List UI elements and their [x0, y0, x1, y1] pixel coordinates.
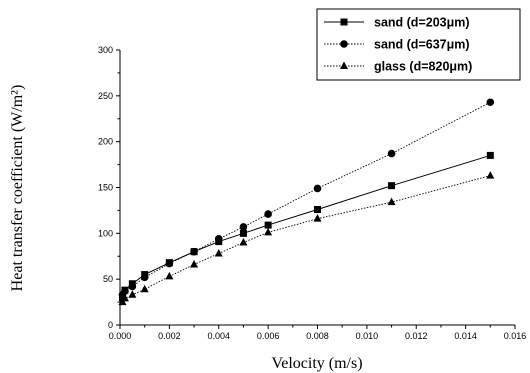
y-tick-label: 50 — [103, 274, 113, 284]
series-line-square — [121, 154, 491, 298]
series-layer — [118, 98, 495, 306]
data-point-square — [264, 221, 272, 229]
data-point-circle — [264, 210, 272, 218]
x-tick-label: 0.004 — [207, 331, 230, 341]
legend-box — [316, 8, 521, 81]
x-tick-label: 0.006 — [257, 331, 280, 341]
legend-marker-triangle — [340, 61, 348, 69]
data-point-triangle — [214, 249, 223, 257]
data-point-circle — [190, 247, 198, 256]
data-point-circle — [214, 235, 223, 243]
y-tick-label: 300 — [98, 45, 113, 55]
y-tick-label: 250 — [98, 91, 113, 101]
data-point-square — [239, 229, 247, 237]
data-point-square — [486, 151, 494, 159]
data-point-triangle — [264, 227, 273, 236]
data-point-circle — [121, 287, 129, 295]
data-point-triangle — [387, 197, 396, 206]
data-point-triangle — [313, 214, 322, 222]
x-tick-label: 0.000 — [109, 331, 132, 341]
series-line-circle — [122, 101, 491, 296]
series-line-triangle — [122, 175, 491, 303]
data-point-triangle — [165, 271, 174, 280]
legend: sand (d=203μm) sand (d=637μm) glass (d=820… — [316, 8, 521, 81]
legend-label: sand (d=203μm) — [374, 16, 470, 30]
data-point-circle — [140, 273, 149, 282]
data-point-triangle — [486, 171, 495, 179]
data-point-triangle — [140, 284, 149, 293]
data-point-circle — [239, 223, 248, 231]
data-point-square — [388, 182, 396, 190]
y-tick-label: 100 — [98, 228, 113, 238]
x-axis-title: Velocity (m/s) — [271, 355, 362, 372]
y-axis-title: Heat transfer coefficient (W/m²) — [9, 85, 26, 292]
y-tick-label: 150 — [98, 183, 113, 193]
data-point-square — [314, 206, 321, 213]
data-point-triangle — [128, 290, 137, 298]
x-tick-label: 0.010 — [356, 331, 379, 341]
data-point-circle — [313, 184, 322, 193]
data-point-circle — [486, 98, 495, 107]
x-ticks: 0.000 0.002 0.004 0.006 0.008 0.010 0.012 0.014… — [109, 325, 527, 341]
y-tick-label: 0 — [108, 320, 113, 330]
x-tick-label: 0.002 — [158, 331, 181, 341]
data-point-triangle — [239, 238, 248, 246]
legend-marker-circle — [340, 40, 348, 48]
data-point-circle — [128, 282, 137, 291]
y-tick-label: 200 — [98, 137, 113, 147]
data-point-circle — [387, 149, 396, 158]
x-tick-label: 0.008 — [306, 331, 329, 341]
legend-label: sand (d=637μm) — [374, 38, 470, 52]
data-point-circle — [165, 259, 174, 268]
legend-label: glass (d=820μm) — [374, 60, 472, 74]
y-ticks: 0 50 100 150 200 250 300 — [98, 45, 120, 330]
x-tick-label: 0.016 — [504, 331, 527, 341]
legend-marker-square — [340, 18, 348, 26]
data-point-triangle — [190, 260, 199, 268]
x-tick-label: 0.014 — [454, 331, 477, 341]
data-point-triangle — [120, 293, 129, 302]
x-tick-label: 0.012 — [405, 331, 428, 341]
